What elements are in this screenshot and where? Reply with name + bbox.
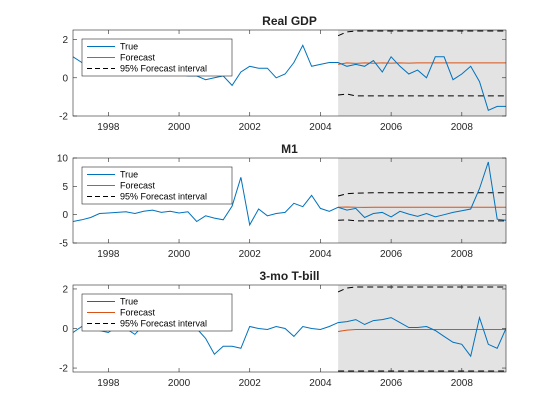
x-tick-label: 2004 bbox=[309, 249, 332, 260]
forecast-shade bbox=[338, 158, 506, 243]
plot-area bbox=[73, 161, 506, 227]
y-tick-label: 5 bbox=[62, 182, 68, 193]
x-tick-label: 2004 bbox=[309, 122, 332, 133]
x-tick-label: 2006 bbox=[380, 378, 403, 389]
x-tick-label: 2002 bbox=[239, 122, 262, 133]
y-tick-label: 0 bbox=[62, 210, 68, 221]
forecast-shade bbox=[338, 30, 506, 116]
legend-label: 95% Forecast interval bbox=[120, 192, 207, 202]
y-tick-label: -2 bbox=[59, 112, 68, 123]
x-tick-label: 2006 bbox=[380, 122, 403, 133]
y-tick-label: -5 bbox=[59, 239, 68, 250]
true-series-line bbox=[73, 161, 506, 227]
x-tick-label: 2000 bbox=[168, 122, 191, 133]
chart-title: M1 bbox=[281, 142, 298, 156]
interval-upper-line bbox=[337, 286, 506, 293]
x-tick-label: 2000 bbox=[168, 378, 191, 389]
y-tick-label: 10 bbox=[57, 154, 69, 165]
x-tick-label: 1998 bbox=[97, 249, 120, 260]
chart-panel-2: 1998 2000 2002 2004 2006 2008 -5 0 5 10 M1 TrueFore… bbox=[57, 142, 507, 260]
legend-label: True bbox=[120, 42, 138, 52]
legend-label: Forecast bbox=[120, 53, 156, 63]
forecast-line bbox=[338, 62, 506, 65]
legend-label: True bbox=[120, 297, 138, 307]
x-tick-label: 2006 bbox=[380, 249, 403, 260]
interval-lower-line bbox=[338, 93, 506, 97]
legend-label: 95% Forecast interval bbox=[120, 319, 207, 329]
interval-lower-line bbox=[338, 219, 506, 222]
forecast-line bbox=[338, 329, 506, 332]
chart-title: Real GDP bbox=[262, 14, 317, 28]
legend-label: Forecast bbox=[120, 181, 156, 191]
y-tick-label: 0 bbox=[62, 73, 68, 84]
x-tick-label: 1998 bbox=[97, 122, 120, 133]
x-tick-label: 2002 bbox=[239, 249, 262, 260]
chart-title: 3-mo T-bill bbox=[260, 269, 320, 283]
chart-panel-3: 1998 2000 2002 2004 2006 2008 -2 0 2 3-mo T-bill T… bbox=[59, 269, 507, 389]
legend-label: Forecast bbox=[120, 308, 156, 318]
y-tick-label: 0 bbox=[62, 324, 68, 335]
y-tick-label: 2 bbox=[62, 284, 68, 295]
x-tick-label: 2008 bbox=[451, 378, 474, 389]
interval-upper-line bbox=[337, 30, 506, 37]
x-tick-label: 2008 bbox=[451, 249, 474, 260]
interval-upper-line bbox=[337, 192, 506, 197]
forecast-shade bbox=[338, 285, 506, 372]
legend-label: 95% Forecast interval bbox=[120, 64, 207, 74]
axes-box bbox=[72, 157, 507, 244]
legend-label: True bbox=[120, 170, 138, 180]
x-tick-label: 2008 bbox=[451, 122, 474, 133]
x-tick-label: 2000 bbox=[168, 249, 191, 260]
x-tick-label: 1998 bbox=[97, 378, 120, 389]
y-tick-label: 2 bbox=[62, 35, 68, 46]
x-tick-label: 2002 bbox=[239, 378, 262, 389]
y-tick-label: -2 bbox=[59, 364, 68, 375]
x-tick-label: 2004 bbox=[309, 378, 332, 389]
chart-panel-1: 1998 2000 2002 2004 2006 2008 -2 0 2 Real GDP True… bbox=[59, 14, 507, 133]
axes-box bbox=[72, 29, 507, 117]
